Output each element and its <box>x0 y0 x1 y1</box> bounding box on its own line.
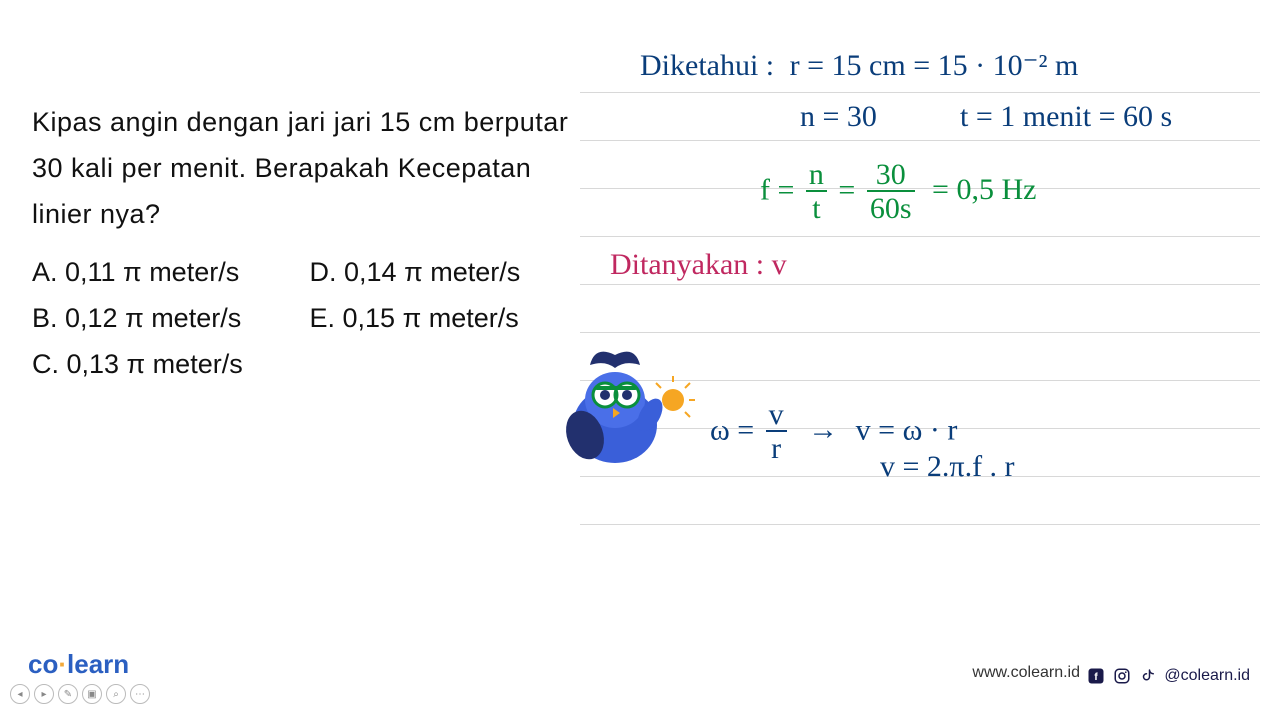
facebook-icon[interactable]: f <box>1086 666 1106 686</box>
option-c: C. 0,13 π meter/s <box>32 342 302 388</box>
hand-t: t = 1 menit = 60 s <box>960 100 1172 134</box>
mascot-bird-icon <box>545 340 705 480</box>
answer-options: A. 0,11 π meter/s B. 0,12 π meter/s C. 0… <box>32 250 520 388</box>
instagram-icon[interactable] <box>1112 666 1132 686</box>
hand-frequency: f = n t = 30 60s = 0,5 Hz <box>760 160 1036 225</box>
social-handle: @colearn.id <box>1164 667 1250 685</box>
hand-diketahui: Diketahui : r = 15 cm = 15 · 10⁻² m <box>640 48 1078 83</box>
player-controls[interactable]: ◂ ▸ ✎ ▣ ⌕ ⋯ <box>10 684 150 704</box>
option-b: B. 0,12 π meter/s <box>32 296 302 342</box>
zoom-icon[interactable]: ⌕ <box>106 684 126 704</box>
logo: co·learn <box>28 649 129 680</box>
edit-icon[interactable]: ✎ <box>58 684 78 704</box>
prev-icon[interactable]: ◂ <box>10 684 30 704</box>
option-a: A. 0,11 π meter/s <box>32 250 302 296</box>
footer: co·learn ◂ ▸ ✎ ▣ ⌕ ⋯ www.colearn.id f @c… <box>0 648 1280 708</box>
hand-v2: v = 2.π.f . r <box>880 450 1015 484</box>
hand-n: n = 30 <box>800 100 877 134</box>
next-icon[interactable]: ▸ <box>34 684 54 704</box>
option-e: E. 0,15 π meter/s <box>310 296 521 342</box>
question-text: Kipas angin dengan jari jari 15 cm berpu… <box>32 100 592 238</box>
option-d: D. 0,14 π meter/s <box>310 250 521 296</box>
tiktok-icon[interactable] <box>1138 666 1158 686</box>
website-url: www.colearn.id <box>972 664 1080 682</box>
hand-ditanyakan: Ditanyakan : v <box>610 248 787 282</box>
more-icon[interactable]: ⋯ <box>130 684 150 704</box>
stop-icon[interactable]: ▣ <box>82 684 102 704</box>
social-links: f @colearn.id <box>1086 666 1250 686</box>
svg-text:f: f <box>1095 671 1099 683</box>
